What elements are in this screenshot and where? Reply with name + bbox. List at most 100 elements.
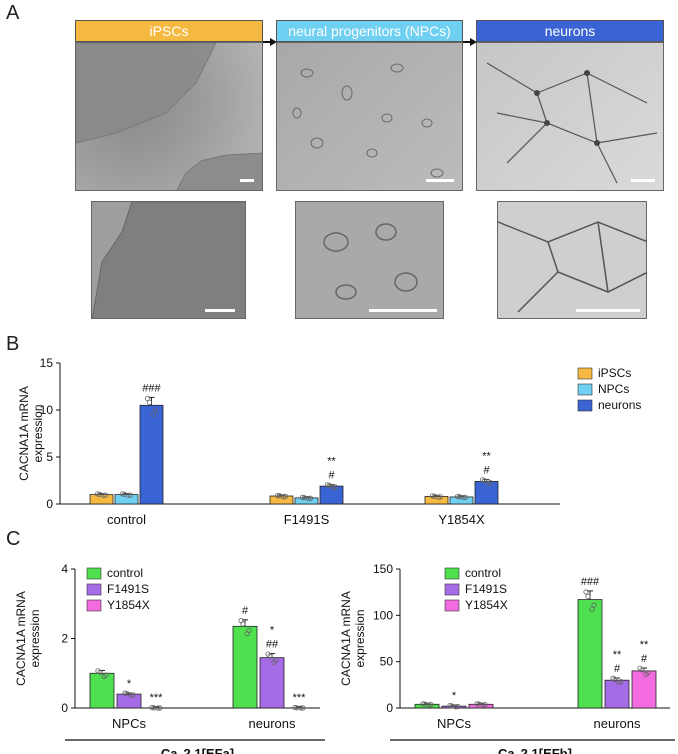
significance-mark: * <box>452 690 457 702</box>
data-point <box>274 492 281 499</box>
bar-neurons-F1491S <box>259 657 285 709</box>
data-point <box>150 411 157 417</box>
data-point <box>482 702 488 708</box>
y-tick-label: 50 <box>380 655 394 669</box>
data-point <box>420 701 426 707</box>
y-tick-label: 4 <box>61 562 68 576</box>
data-point <box>101 673 107 679</box>
y-tick-label: 5 <box>46 450 53 464</box>
data-point <box>146 399 153 405</box>
data-point <box>280 494 287 500</box>
legend-label: control <box>107 566 143 580</box>
data-point <box>460 494 467 501</box>
data-point <box>326 483 333 489</box>
significance-mark: *** <box>150 692 164 704</box>
data-point <box>102 492 109 498</box>
data-point <box>240 621 246 627</box>
data-point <box>454 493 461 500</box>
micrograph-neurons-zoom <box>497 201 647 319</box>
data-point <box>455 703 461 710</box>
significance-mark: # <box>641 653 648 665</box>
y-axis-label: CACNA1A mRNA <box>17 386 31 481</box>
data-point <box>298 705 304 711</box>
data-point <box>585 593 591 599</box>
data-point <box>238 618 244 624</box>
significance-mark: # <box>328 470 335 482</box>
category-label: NPCs <box>112 716 146 731</box>
y-axis-label: expression <box>28 609 42 667</box>
category-label: Y1854X <box>438 512 485 527</box>
data-point <box>480 702 486 708</box>
scale-bar <box>576 309 640 312</box>
legend-swatch-Y1854X <box>444 599 460 612</box>
y-tick-label: 2 <box>61 632 68 646</box>
data-point <box>94 491 101 497</box>
scale-bar <box>426 179 454 182</box>
y-axis-label: expression <box>31 404 45 462</box>
legend-swatch-control <box>86 567 102 580</box>
data-point <box>462 494 469 500</box>
data-point <box>155 705 161 711</box>
data-point <box>152 407 159 413</box>
legend-label: F1491S <box>107 582 149 596</box>
data-point <box>447 703 453 709</box>
neuron-zoom-network <box>498 221 646 313</box>
data-point <box>612 676 618 682</box>
y-axis-label: expression <box>353 609 367 667</box>
y-tick-label: 0 <box>61 701 68 715</box>
y-tick-label: 150 <box>373 562 393 576</box>
legend-label: Y1854X <box>465 598 508 612</box>
category-label: F1491S <box>284 512 330 527</box>
scale-bar <box>631 179 655 182</box>
data-point <box>144 395 151 401</box>
arrow-head-1 <box>270 38 277 46</box>
category-label: neurons <box>249 716 296 731</box>
data-point <box>267 653 273 659</box>
significance-mark: # <box>242 605 249 617</box>
significance-mark: ### <box>581 576 600 588</box>
ipsc-zoom-colony <box>92 202 245 318</box>
bar-neurons-control <box>232 625 258 709</box>
data-point <box>485 480 492 487</box>
bar-neurons-Y1854X <box>631 670 657 709</box>
legend-swatch-F1491S <box>86 583 102 596</box>
data-point <box>119 491 126 497</box>
significance-mark: ** <box>482 451 491 463</box>
legend-label: iPSCs <box>598 366 631 380</box>
y-tick-label: 100 <box>373 608 393 622</box>
y-tick-label: 0 <box>386 701 393 715</box>
bar-NPCs-control <box>89 672 115 709</box>
data-point <box>128 692 134 698</box>
stage-bar-neurons: neurons <box>476 20 664 42</box>
panel-letter-c: C <box>6 528 21 550</box>
panel-letter-a: A <box>6 2 20 24</box>
significance-mark: # <box>614 663 621 675</box>
data-point <box>127 492 134 498</box>
data-point <box>305 495 312 502</box>
legend-label: NPCs <box>598 382 629 396</box>
y-axis-label: CACNA1A mRNA <box>14 591 28 686</box>
scale-bar <box>369 309 437 312</box>
data-point <box>125 492 132 499</box>
bar-control-neurons <box>139 404 164 505</box>
significance-mark: * <box>127 678 132 690</box>
ipsc-colony-outline <box>76 43 262 190</box>
micrograph-neurons <box>476 42 664 191</box>
significance-mark: ## <box>266 639 279 651</box>
data-point <box>244 631 250 637</box>
arrow-head-2 <box>470 38 477 46</box>
data-point <box>643 671 649 677</box>
significance-mark: ** <box>327 456 336 468</box>
stage-bar-npcs: neural progenitors (NPCs) <box>276 20 463 42</box>
legend-swatch-iPSCs <box>577 367 593 380</box>
data-point <box>299 494 306 500</box>
data-point <box>435 494 442 500</box>
group-label: CaV2.1[EFa] <box>161 746 234 754</box>
group-label: CaV2.1[EFb] <box>498 746 572 754</box>
micrograph-ipscs <box>75 42 263 191</box>
data-point <box>429 493 436 499</box>
legend-label: F1491S <box>465 582 507 596</box>
data-point <box>282 493 289 500</box>
legend-swatch-neurons <box>577 399 593 412</box>
